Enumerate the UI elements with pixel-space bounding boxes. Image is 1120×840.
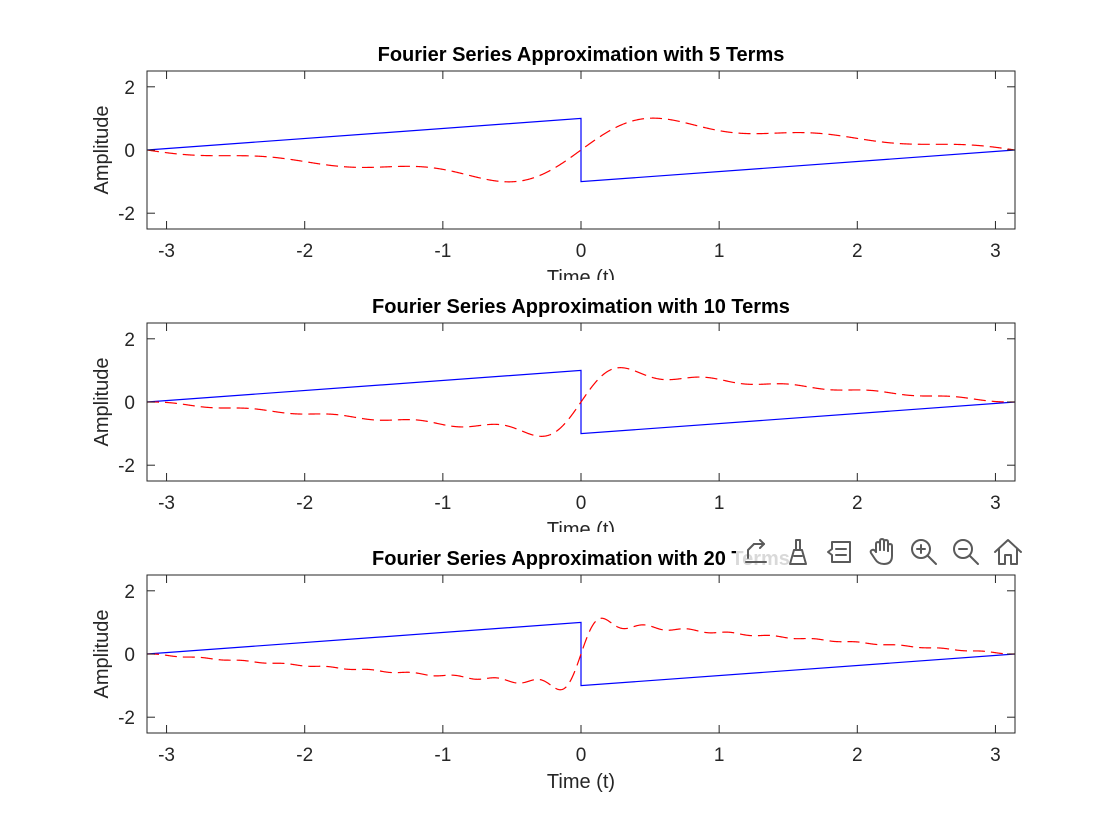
y-tick-label: 2 <box>124 582 135 603</box>
y-tick-label: -2 <box>118 456 135 477</box>
pan-icon <box>869 538 893 565</box>
chart-title: Fourier Series Approximation with 10 Ter… <box>372 296 790 318</box>
brush-icon <box>789 539 807 565</box>
x-tick-label: 0 <box>576 493 587 514</box>
zoom-in-icon <box>911 539 937 565</box>
y-tick-label: 0 <box>124 141 135 162</box>
zoom-out-icon <box>953 539 979 565</box>
y-tick-label: -2 <box>118 708 135 729</box>
y-tick-label: 2 <box>124 78 135 99</box>
x-axis-label: Time (t) <box>547 771 615 793</box>
x-tick-label: 1 <box>714 241 725 262</box>
export-button[interactable] <box>736 532 776 572</box>
x-tick-label: -3 <box>158 745 175 766</box>
series-approximation <box>147 367 1015 437</box>
x-tick-label: 1 <box>714 745 725 766</box>
y-axis-label: Amplitude <box>91 358 113 447</box>
x-tick-label: 1 <box>714 493 725 514</box>
data-tips-icon <box>827 541 851 563</box>
x-tick-label: 2 <box>852 241 863 262</box>
x-axis-label: Time (t) <box>547 267 615 280</box>
x-tick-label: -3 <box>158 493 175 514</box>
y-axis-label: Amplitude <box>91 106 113 195</box>
series-original <box>147 621 1015 687</box>
y-tick-label: -2 <box>118 204 135 225</box>
chart-title: Fourier Series Approximation with 20 Ter… <box>372 548 790 570</box>
series-original <box>147 117 1015 183</box>
export-icon <box>745 539 767 563</box>
x-tick-label: -1 <box>434 493 451 514</box>
x-tick-label: 3 <box>990 241 1001 262</box>
x-tick-label: 2 <box>852 493 863 514</box>
x-tick-label: 3 <box>990 745 1001 766</box>
x-tick-label: -1 <box>434 241 451 262</box>
x-tick-label: 3 <box>990 493 1001 514</box>
chart-title: Fourier Series Approximation with 5 Term… <box>378 44 785 66</box>
home-icon <box>994 539 1022 565</box>
x-tick-label: 0 <box>576 745 587 766</box>
home-button[interactable] <box>988 532 1028 572</box>
y-tick-label: 2 <box>124 330 135 351</box>
x-tick-label: -2 <box>296 241 313 262</box>
subplot-1: -3 -2 -1 0 1 2 3 -2 0 2 Fourier Series Approximati… <box>91 44 1016 280</box>
subplot-2: -3 -2 -1 0 1 2 3 -2 0 2 Fourier Series Approximati… <box>91 296 1016 532</box>
subplot-3: -3 -2 -1 0 1 2 3 -2 0 2 Fourier Series Approximati… <box>91 548 1016 793</box>
series-approximation <box>147 617 1015 691</box>
axes-toolbar <box>736 532 1028 572</box>
x-tick-label: -3 <box>158 241 175 262</box>
x-tick-label: 2 <box>852 745 863 766</box>
x-tick-label: -1 <box>434 745 451 766</box>
brush-button[interactable] <box>778 532 818 572</box>
y-axis-label: Amplitude <box>91 610 113 699</box>
series-approximation <box>147 117 1015 183</box>
x-tick-label: -2 <box>296 745 313 766</box>
y-tick-label: 0 <box>124 645 135 666</box>
zoom-out-button[interactable] <box>946 532 986 572</box>
data-tips-button[interactable] <box>820 532 860 572</box>
x-tick-label: -2 <box>296 493 313 514</box>
x-axis-label: Time (t) <box>547 519 615 532</box>
pan-button[interactable] <box>862 532 902 572</box>
y-tick-label: 0 <box>124 393 135 414</box>
x-tick-label: 0 <box>576 241 587 262</box>
zoom-in-button[interactable] <box>904 532 944 572</box>
